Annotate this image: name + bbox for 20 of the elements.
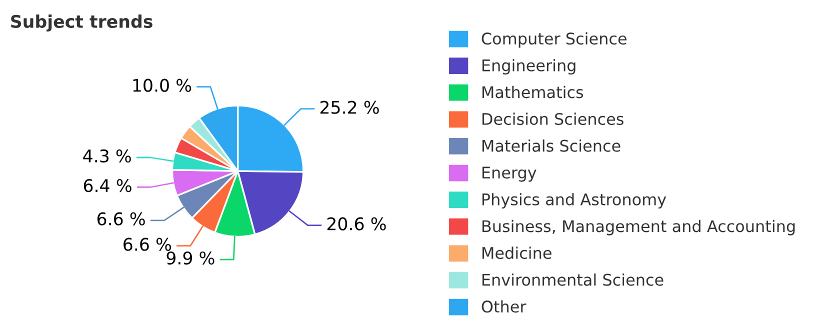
legend-label: Medicine <box>482 246 552 260</box>
legend-label: Other <box>482 300 526 313</box>
data-label: 6.4 % <box>84 179 132 192</box>
chart-title: Subject trends <box>11 14 152 32</box>
legend-label: Computer Science <box>482 32 626 48</box>
legend-label: Environmental Science <box>482 273 664 286</box>
data-label: 6.6 % <box>124 238 172 251</box>
legend-label: Materials Science <box>482 139 620 152</box>
legend-label: Mathematics <box>482 86 584 98</box>
legend-label: Physics and Astronomy <box>482 193 666 209</box>
data-label: 9.9 % <box>166 251 214 265</box>
data-label: 10.0 % <box>133 78 192 92</box>
data-label: 6.6 % <box>97 212 145 226</box>
data-label: 20.6 % <box>327 217 386 230</box>
legend-label: Energy <box>482 166 536 182</box>
legend-label: Business, Management and Accounting <box>482 220 795 236</box>
legend-label: Engineering <box>482 59 576 75</box>
legend-label: Decision Sciences <box>482 112 624 126</box>
data-label: 25.2 % <box>320 100 379 114</box>
data-label: 4.3 % <box>83 149 131 163</box>
